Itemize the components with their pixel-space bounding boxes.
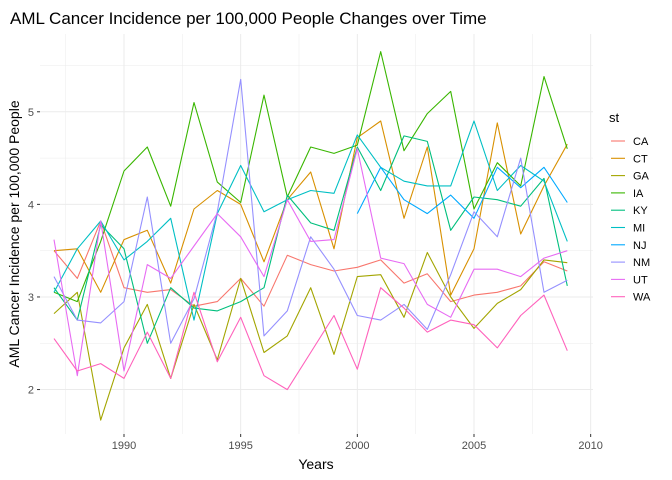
legend-label-ky: KY — [633, 205, 648, 217]
series-line-ut — [53, 148, 568, 377]
x-tick-label: 1990 — [112, 440, 136, 452]
y-tick-label: 3 — [28, 292, 34, 304]
y-axis-ticks: 2 3 4 5 — [28, 107, 40, 397]
x-tick-label: 2005 — [462, 440, 486, 452]
gridlines — [40, 34, 593, 434]
x-tick-label: 2000 — [345, 440, 369, 452]
y-tick-label: 4 — [28, 199, 34, 211]
series-line-ia — [53, 51, 568, 303]
x-axis-ticks: 1990 1995 2000 2005 2010 — [112, 434, 603, 452]
y-axis-title: AML Cancer Incidence per 100,000 People — [6, 100, 22, 367]
series-line-nj — [356, 166, 568, 219]
legend-title: st — [609, 110, 620, 125]
legend-label-mi: MI — [633, 223, 645, 235]
legend-label-ga: GA — [633, 171, 650, 183]
legend-label-ut: UT — [633, 274, 648, 286]
legend-label-wa: WA — [633, 292, 651, 304]
plot-panel — [40, 34, 593, 434]
series-line-mi — [53, 120, 568, 321]
legend-label-nm: NM — [633, 257, 650, 269]
series-line-wa — [53, 287, 568, 391]
x-axis-title: Years — [298, 456, 333, 472]
y-tick-label: 5 — [28, 107, 34, 119]
x-tick-label: 1995 — [228, 440, 252, 452]
legend-label-ca: CA — [633, 136, 649, 148]
series-line-nm — [53, 78, 568, 344]
series-lines — [53, 51, 568, 421]
series-line-ca — [53, 220, 568, 307]
series-line-ga — [53, 251, 568, 421]
x-tick-label: 2010 — [578, 440, 602, 452]
y-tick-label: 2 — [28, 385, 34, 397]
legend-label-nj: NJ — [633, 240, 646, 252]
chart-title: AML Cancer Incidence per 100,000 People … — [10, 9, 487, 28]
legend: st CA CT GA IA KY MI NJ NM UT WA — [609, 110, 651, 304]
series-line-ky — [53, 135, 568, 344]
legend-label-ct: CT — [633, 153, 648, 165]
legend-label-ia: IA — [633, 188, 644, 200]
